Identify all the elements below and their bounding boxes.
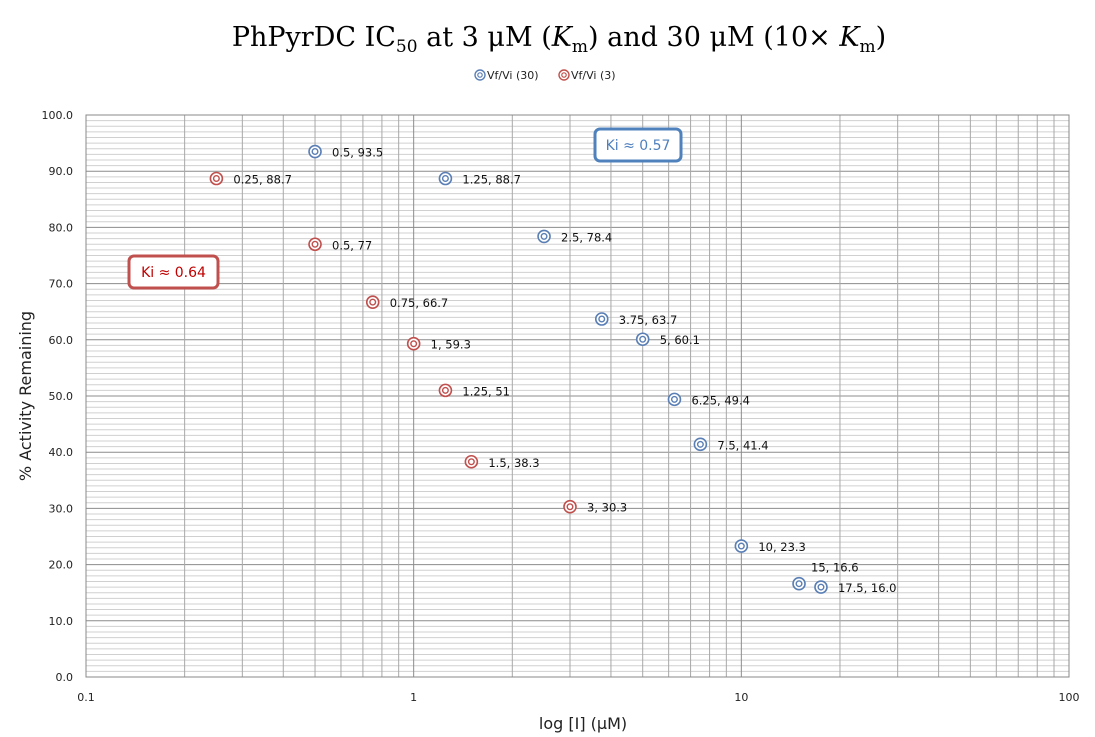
data-label: 15, 16.6 <box>811 561 859 575</box>
legend-label: Vf/Vi (3) <box>571 69 616 82</box>
data-label: 6.25, 49.4 <box>691 393 750 407</box>
data-point-outer <box>814 580 828 594</box>
y-tick-label: 30.0 <box>49 502 74 515</box>
data-point-outer <box>563 499 577 514</box>
data-point-outer <box>209 171 224 186</box>
data-point-outer <box>792 576 806 591</box>
data-label: 1.25, 88.7 <box>462 173 521 187</box>
data-point-outer <box>537 229 551 244</box>
y-tick-label: 40.0 <box>49 446 74 459</box>
data-point-outer <box>308 237 322 252</box>
data-labels: 0.5, 93.5 1.25, 88.7 2.5, 78.4 3.75, 63.7 5,… <box>233 146 896 596</box>
annotations: Ki ≈ 0.57 Ki ≈ 0.64 <box>127 127 683 290</box>
grid <box>85 114 1070 678</box>
data-point-inner <box>410 340 418 348</box>
data-point-outer <box>438 383 453 398</box>
data-point-inner <box>670 395 678 403</box>
data-point-outer <box>438 171 453 186</box>
y-tick-label: 0.0 <box>56 671 74 684</box>
data-point-inner <box>467 458 475 466</box>
x-tick-label: 0.1 <box>77 691 95 704</box>
data-point-inner <box>441 175 449 183</box>
y-tick-label: 100.0 <box>42 109 74 122</box>
data-point-inner <box>566 503 574 511</box>
data-label: 1.25, 51 <box>462 384 510 398</box>
data-label: 1, 59.3 <box>431 338 471 352</box>
data-point-outer <box>406 336 421 351</box>
y-tick-label: 10.0 <box>49 615 74 628</box>
legend-marker <box>474 69 486 81</box>
y-tick-labels: 0.0 10.0 20.0 30.0 40.0 50.0 60.0 70.0 80.0 90.0 1… <box>42 109 74 684</box>
y-tick-label: 60.0 <box>49 334 74 347</box>
y-tick-label: 50.0 <box>49 390 74 403</box>
data-label: 5, 60.1 <box>660 333 700 347</box>
y-tick-label: 90.0 <box>49 165 74 178</box>
data-label: 0.5, 77 <box>332 238 372 252</box>
data-label: 2.5, 78.4 <box>561 230 612 244</box>
data-point-inner <box>639 335 647 343</box>
data-label: 3.75, 63.7 <box>619 313 678 327</box>
legend-marker-inner <box>477 72 483 78</box>
y-axis-label: % Activity Remaining <box>16 311 35 481</box>
data-label: 0.75, 66.7 <box>390 296 449 310</box>
data-point-inner <box>212 175 220 183</box>
x-tick-label: 1 <box>410 691 417 704</box>
y-tick-label: 20.0 <box>49 559 74 572</box>
data-point-outer <box>308 144 322 159</box>
legend: Vf/Vi (30) Vf/Vi (3) <box>474 69 616 82</box>
data-point-outer <box>667 392 682 407</box>
y-tick-label: 80.0 <box>49 221 74 234</box>
legend-marker <box>558 69 570 81</box>
chart-title: PhPyrDC IC50​ at 3 μM (Km​) and 30 μM (1… <box>232 22 886 57</box>
data-point-outer <box>365 295 380 309</box>
x-tick-label: 100 <box>1059 691 1080 704</box>
data-point-outer <box>693 437 708 452</box>
ki-annotation-text: Ki ≈ 0.57 <box>606 138 671 154</box>
data-point-inner <box>441 386 449 394</box>
data-point-inner <box>369 298 377 306</box>
data-point-inner <box>737 542 745 550</box>
data-label: 3, 30.3 <box>587 501 627 515</box>
data-point-outer <box>594 312 609 326</box>
data-point-inner <box>311 148 319 156</box>
data-label: 0.25, 88.7 <box>233 173 292 187</box>
data-label: 17.5, 16.0 <box>838 581 897 595</box>
x-axis-label: log [I] (μM) <box>539 714 627 733</box>
data-point-inner <box>311 240 319 248</box>
data-point-outer <box>635 332 650 347</box>
plot-area-frame <box>85 114 1070 678</box>
data-point-inner <box>795 580 803 588</box>
data-point-inner <box>598 315 606 323</box>
x-tick-label: 10 <box>734 691 748 704</box>
legend-marker-inner <box>561 72 567 78</box>
ki-annotation-box <box>593 127 683 163</box>
data-label: 10, 23.3 <box>758 540 806 554</box>
data-points <box>209 144 828 594</box>
data-label: 1.5, 38.3 <box>488 456 539 470</box>
data-point-inner <box>817 583 825 591</box>
ki-annotation-text: Ki ≈ 0.64 <box>141 265 206 281</box>
legend-label: Vf/Vi (30) <box>487 69 539 82</box>
data-point-outer <box>464 454 479 469</box>
data-label: 0.5, 93.5 <box>332 146 383 160</box>
data-point-inner <box>540 232 548 240</box>
y-tick-label: 70.0 <box>49 278 74 291</box>
data-point-outer <box>734 539 749 553</box>
data-point-inner <box>696 440 704 448</box>
data-label: 7.5, 41.4 <box>717 438 768 452</box>
x-tick-labels: 0.1 1 10 100 <box>77 691 1079 704</box>
ki-annotation-box <box>127 254 220 290</box>
